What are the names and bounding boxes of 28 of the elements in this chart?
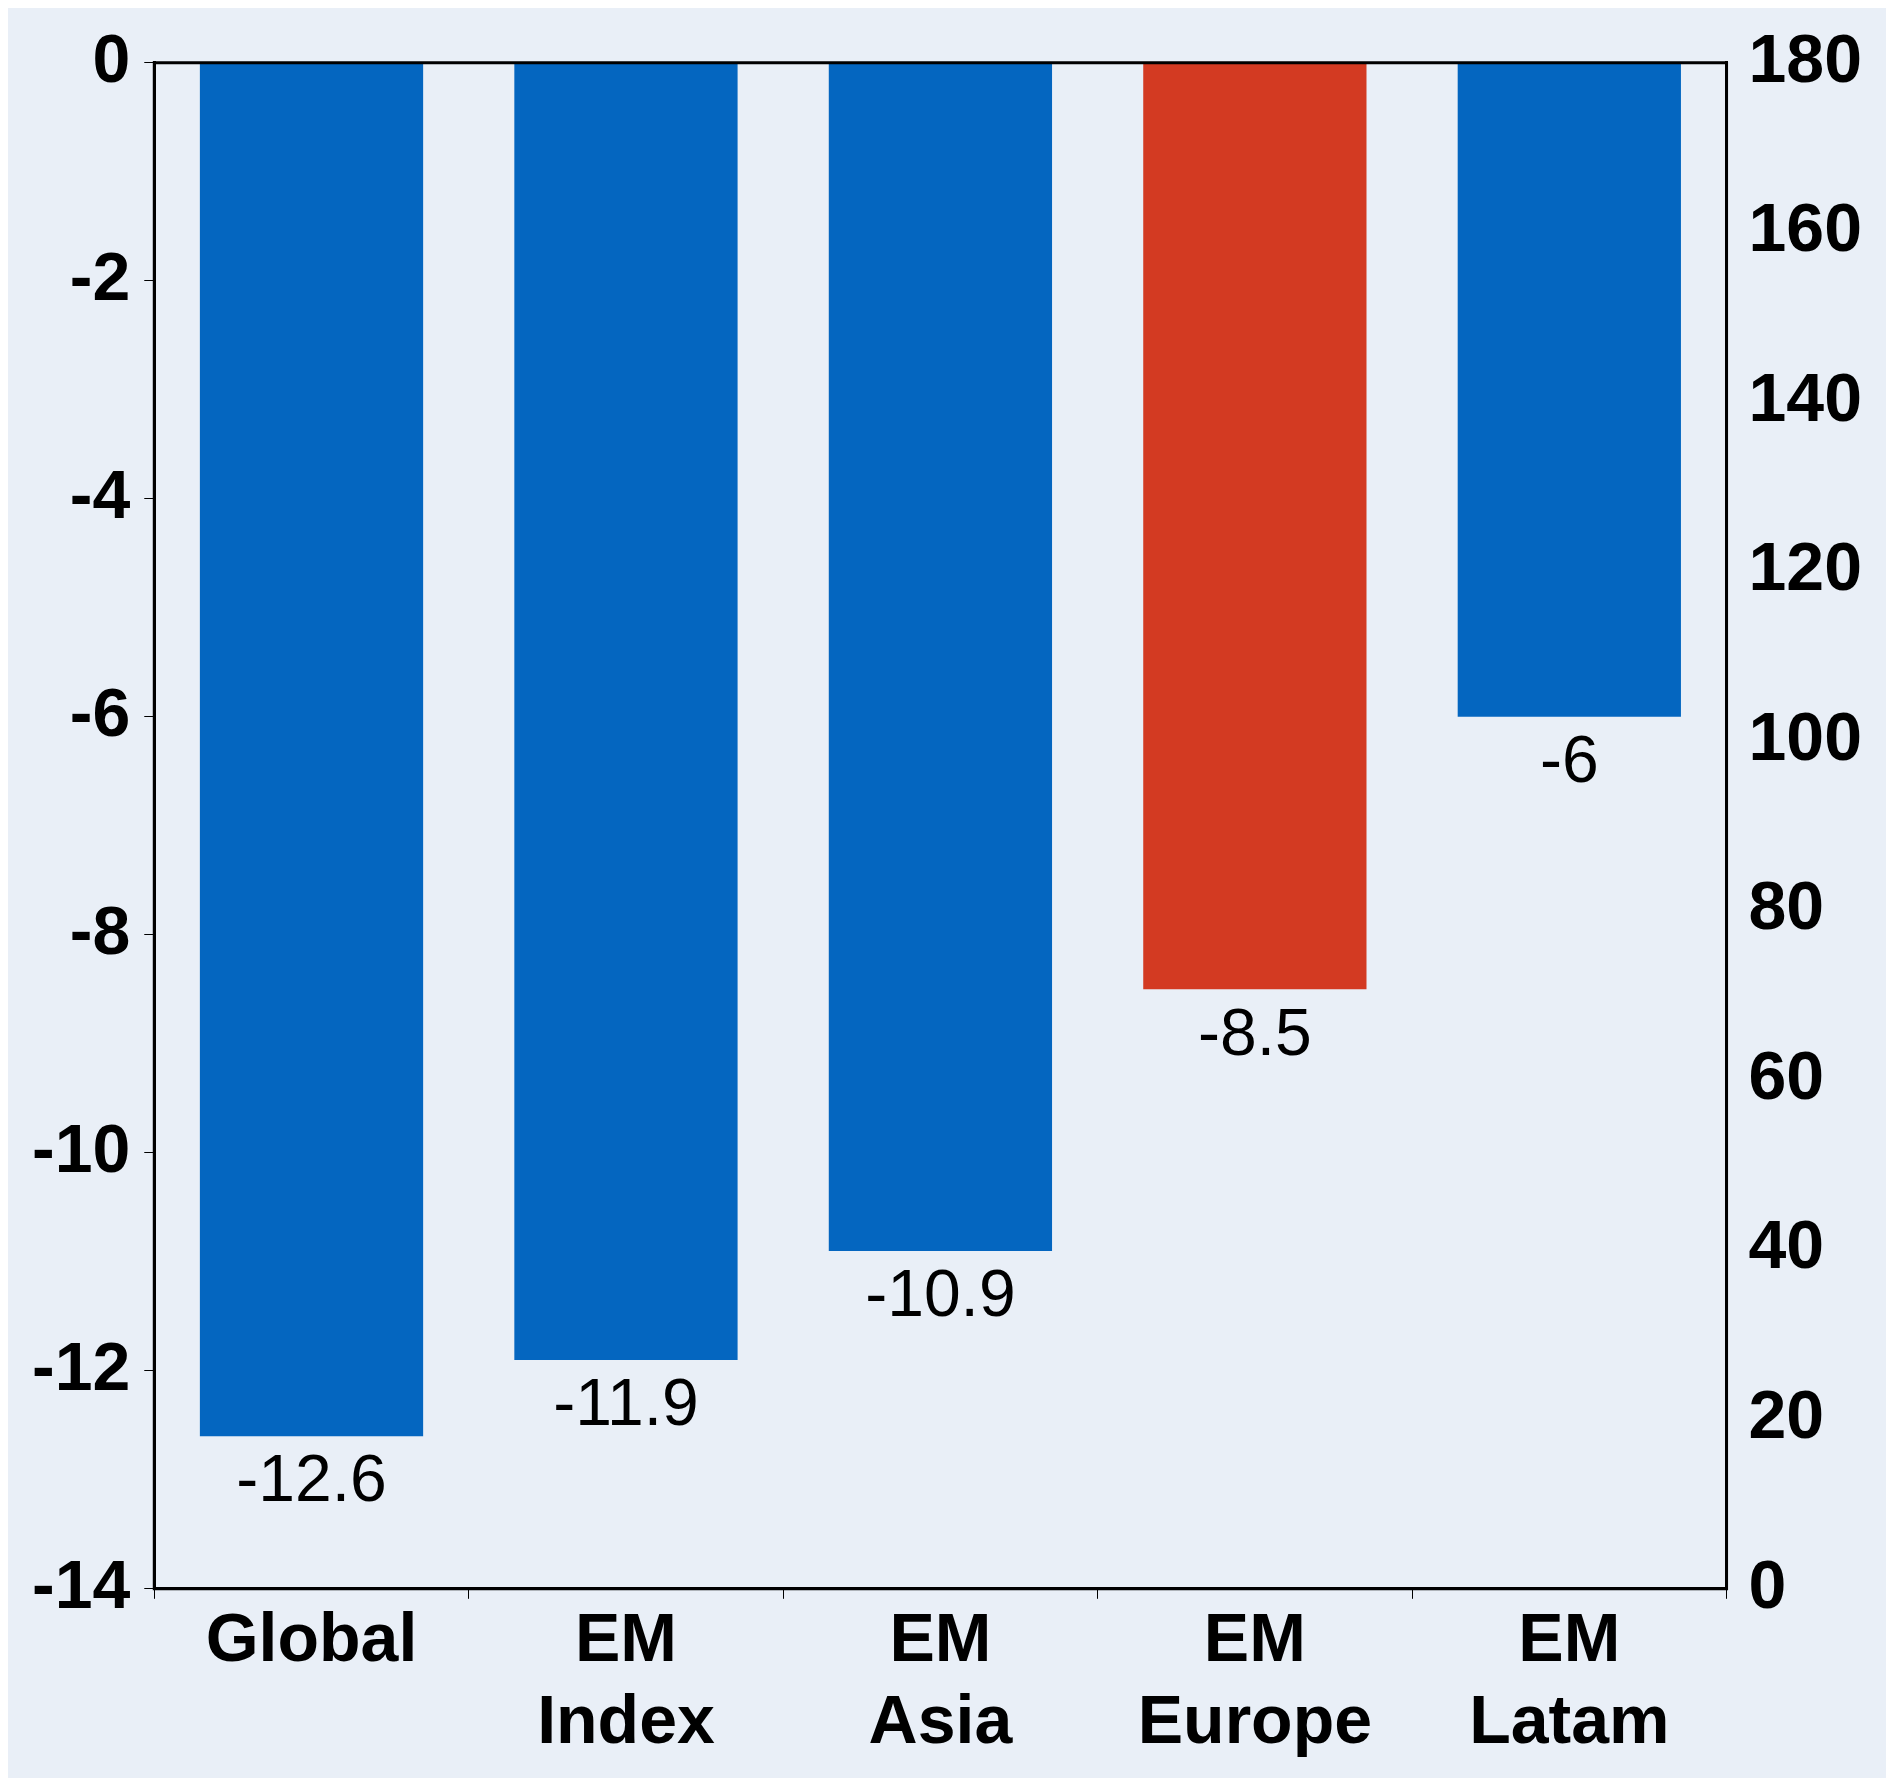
y-tick-label: -14 [32,1545,131,1622]
y2-tick-label: 140 [1748,358,1863,435]
y-tick-label: -2 [69,237,131,314]
data-label: -11.9 [553,1365,699,1440]
x-tick-label: Global [205,1599,418,1676]
y-tick-label: -4 [69,455,131,532]
y-tick-label: -12 [32,1327,131,1404]
y2-tick-label: 80 [1748,867,1825,944]
y2-tick-label: 120 [1748,528,1863,605]
y2-tick-label: 160 [1748,189,1863,266]
x-tick-label: EM Europe [1137,1599,1372,1757]
x-tick-label: EM Latam [1469,1599,1670,1757]
x-tick-label: EM Asia [868,1599,1014,1757]
y2-tick-label: 100 [1748,697,1863,774]
y-tick-label: -6 [69,673,131,750]
data-label: -10.9 [865,1256,1016,1331]
y2-tick-label: 0 [1748,1545,1787,1622]
y2-tick-label: 40 [1748,1206,1825,1283]
x-tick-label: EM Index [537,1599,715,1757]
data-label: -8.5 [1198,994,1312,1069]
data-label: -6 [1539,722,1599,796]
data-label: -12.6 [236,1441,387,1516]
y2-tick-label: 180 [1748,19,1863,96]
y-tick-label: -8 [69,891,131,968]
y-tick-label: 0 [92,19,131,96]
y-tick-label: -10 [32,1109,131,1186]
y2-tick-label: 60 [1748,1036,1825,1113]
y2-tick-label: 20 [1748,1375,1825,1452]
